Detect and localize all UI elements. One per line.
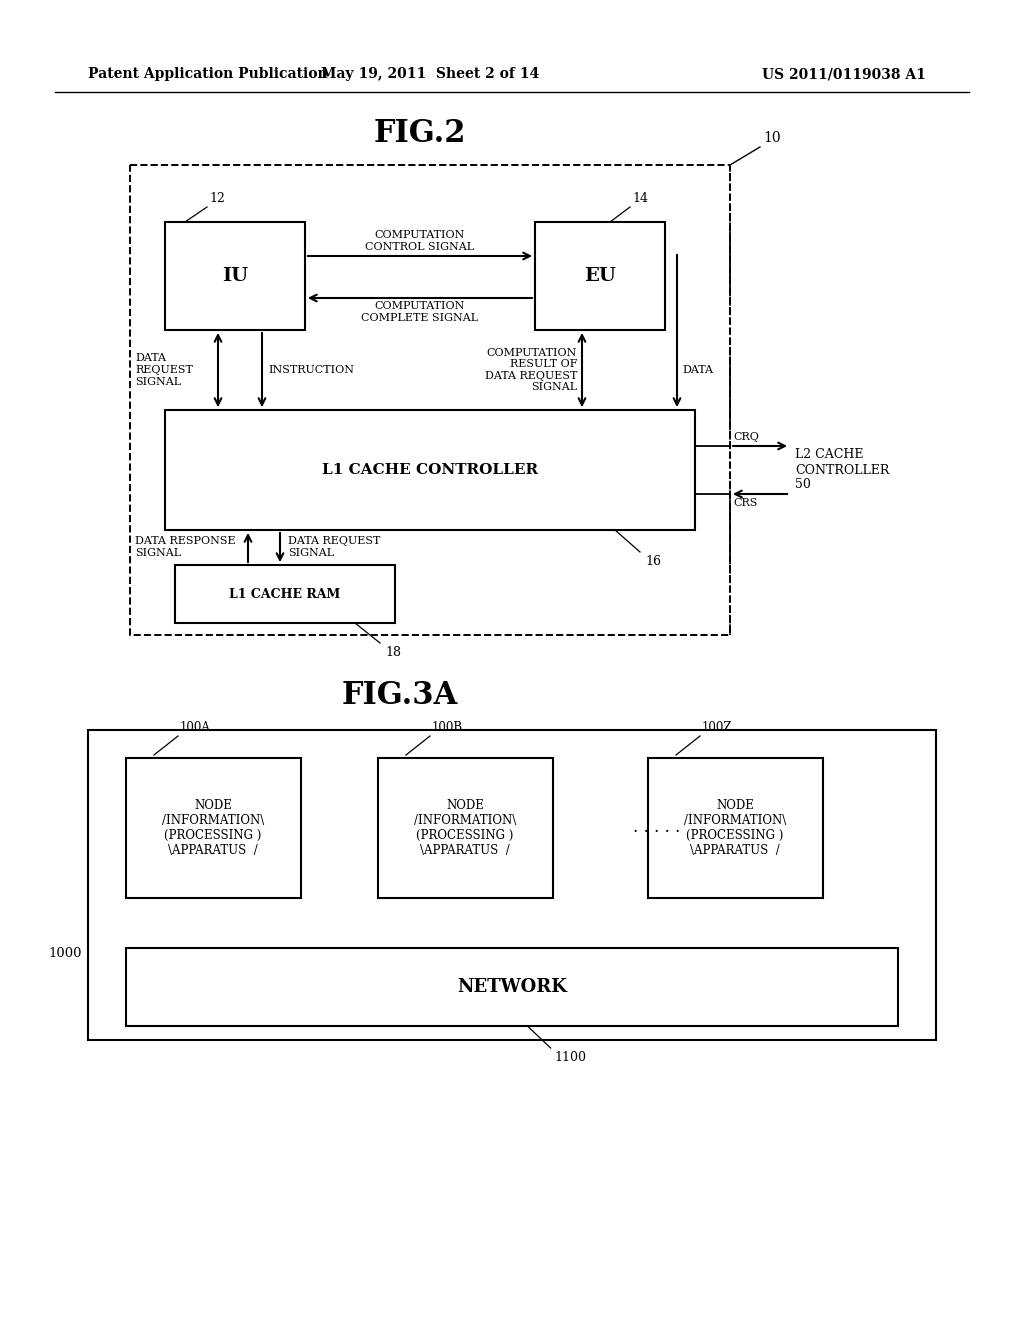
Text: NODE
/INFORMATION\
(PROCESSING )
\APPARATUS  /: NODE /INFORMATION\ (PROCESSING ) \APPARA… — [162, 799, 264, 857]
Text: L1 CACHE CONTROLLER: L1 CACHE CONTROLLER — [322, 463, 538, 477]
Text: COMPUTATION
RESULT OF
DATA REQUEST
SIGNAL: COMPUTATION RESULT OF DATA REQUEST SIGNA… — [484, 347, 577, 392]
Text: May 19, 2011  Sheet 2 of 14: May 19, 2011 Sheet 2 of 14 — [321, 67, 539, 81]
Bar — [165, 222, 305, 330]
Text: NODE
/INFORMATION\
(PROCESSING )
\APPARATUS  /: NODE /INFORMATION\ (PROCESSING ) \APPARA… — [684, 799, 786, 857]
Text: COMPUTATION
CONTROL SIGNAL: COMPUTATION CONTROL SIGNAL — [366, 231, 474, 252]
Text: L1 CACHE RAM: L1 CACHE RAM — [229, 587, 341, 601]
Text: CRQ: CRQ — [733, 432, 759, 442]
Text: 1000: 1000 — [48, 946, 82, 960]
Text: Patent Application Publication: Patent Application Publication — [88, 67, 328, 81]
Text: 18: 18 — [385, 645, 401, 659]
Text: DATA
REQUEST
SIGNAL: DATA REQUEST SIGNAL — [135, 354, 193, 387]
Bar — [88, 730, 936, 1040]
Text: DATA REQUEST
SIGNAL: DATA REQUEST SIGNAL — [288, 536, 380, 558]
Text: INSTRUCTION: INSTRUCTION — [268, 366, 354, 375]
Bar — [535, 222, 665, 330]
Bar — [378, 758, 553, 898]
Bar — [126, 758, 301, 898]
Text: COMPUTATION
COMPLETE SIGNAL: COMPUTATION COMPLETE SIGNAL — [361, 301, 478, 322]
Text: US 2011/0119038 A1: US 2011/0119038 A1 — [762, 67, 926, 81]
Text: . . . . .: . . . . . — [633, 820, 680, 837]
Text: 100B: 100B — [432, 721, 463, 734]
Bar — [648, 758, 823, 898]
Text: NODE
/INFORMATION\
(PROCESSING )
\APPARATUS  /: NODE /INFORMATION\ (PROCESSING ) \APPARA… — [414, 799, 516, 857]
Text: 1100: 1100 — [554, 1051, 587, 1064]
Text: 12: 12 — [209, 191, 225, 205]
Text: 14: 14 — [632, 191, 648, 205]
Text: 10: 10 — [763, 131, 780, 145]
Text: CRS: CRS — [733, 498, 758, 508]
Text: L2 CACHE
CONTROLLER
50: L2 CACHE CONTROLLER 50 — [795, 449, 890, 491]
Text: FIG.2: FIG.2 — [374, 117, 466, 149]
Text: 16: 16 — [645, 554, 662, 568]
Bar — [126, 948, 898, 1026]
Text: DATA RESPONSE
SIGNAL: DATA RESPONSE SIGNAL — [135, 536, 236, 558]
Text: DATA: DATA — [682, 366, 713, 375]
Text: 100Z: 100Z — [702, 721, 732, 734]
Text: 100A: 100A — [180, 721, 211, 734]
Text: EU: EU — [584, 267, 615, 285]
Text: FIG.3A: FIG.3A — [342, 680, 458, 711]
Text: IU: IU — [222, 267, 248, 285]
Text: NETWORK: NETWORK — [457, 978, 567, 997]
Bar — [175, 565, 395, 623]
Bar — [130, 165, 730, 635]
Bar — [165, 411, 695, 531]
